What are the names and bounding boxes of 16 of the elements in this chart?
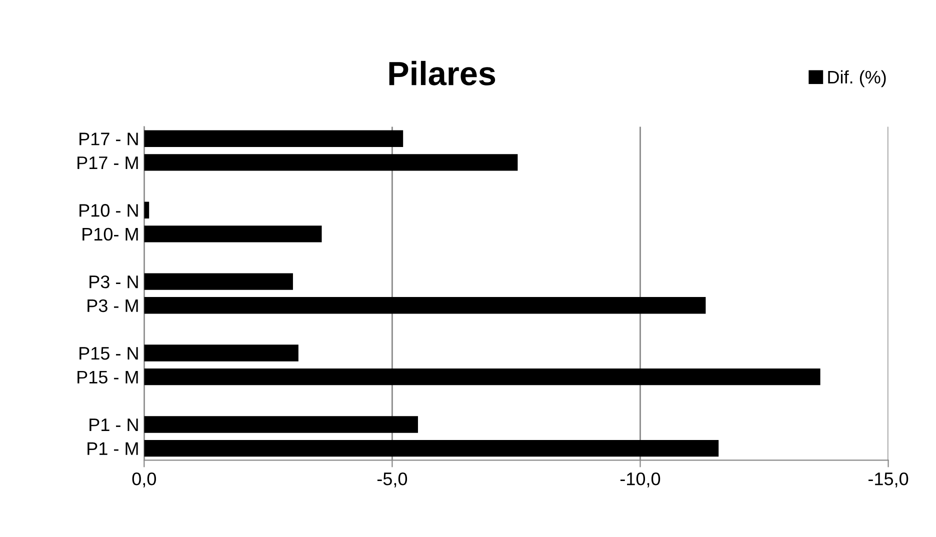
- y-tick-label: P3 - N: [90, 275, 138, 288]
- y-tick-label: P15 - M: [78, 370, 138, 384]
- x-tick-label: -10,0: [620, 472, 660, 488]
- legend-label: Dif. (%): [828, 70, 886, 88]
- x-tick-label: 0,0: [132, 472, 156, 488]
- y-tick-label: P1 - N: [90, 418, 138, 432]
- x-tick-label: -15,0: [868, 472, 908, 488]
- y-tick-label: P3 - M: [88, 299, 138, 312]
- y-tick-label: P17 - M: [78, 156, 138, 170]
- y-tick-label: P10- M: [82, 228, 138, 241]
- chart-title: Pilares: [389, 60, 496, 86]
- y-tick-label: P15 - N: [80, 347, 138, 360]
- x-tick-label: -5,0: [377, 472, 408, 488]
- y-tick-label: P1 - M: [88, 442, 138, 455]
- y-tick-label: P17 - N: [80, 132, 138, 146]
- y-tick-label: P10 - N: [80, 204, 138, 217]
